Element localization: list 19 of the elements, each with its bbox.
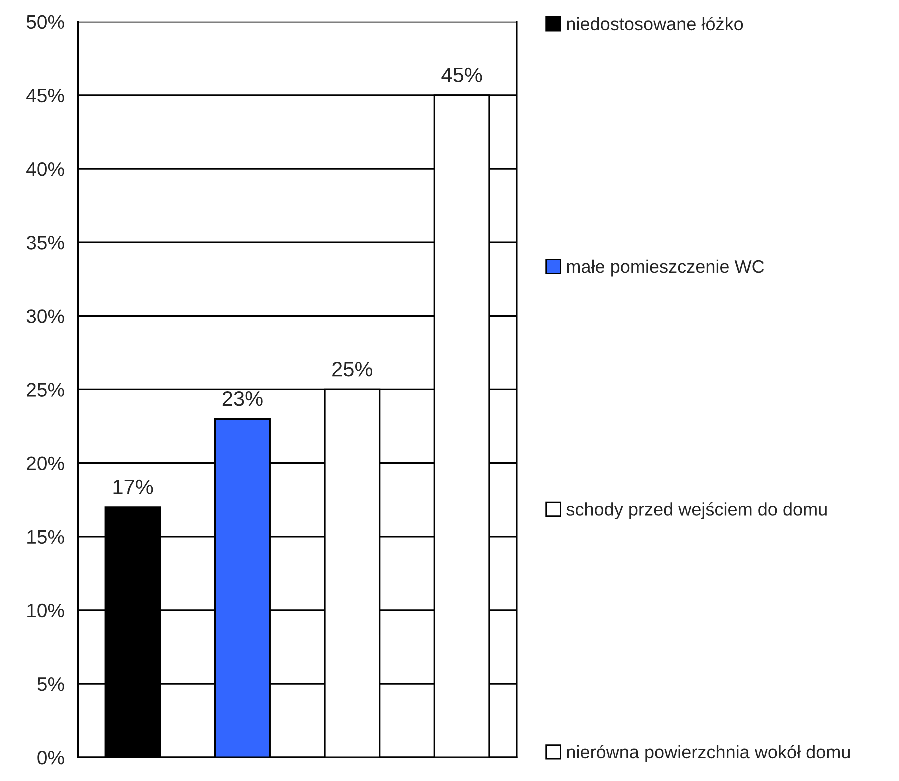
text: 45% [442, 68, 482, 82]
legend-label: niedostosowane łóżko [567, 17, 744, 31]
y-tick-label: 15% [28, 530, 64, 544]
y-tick-label: 10% [28, 604, 64, 618]
y-tick-label: 25% [27, 383, 64, 397]
y-tick-label: 50% [26, 15, 64, 30]
legend-label: nierówna powierzchnia wokół domu [567, 745, 850, 762]
legend-label: schody przed wejściem do domu [566, 502, 827, 520]
legend-label: małe pomieszczenie WC [567, 260, 764, 277]
y-tick-label: 0% [38, 751, 64, 765]
y-tick-label: 20% [27, 456, 64, 471]
y-tick-label: 35% [26, 236, 64, 250]
y-tick-label: 5% [38, 678, 64, 692]
text: 25% [332, 362, 373, 377]
y-tick-label: 40% [26, 162, 64, 176]
y-tick-label: 30% [26, 310, 64, 324]
y-tick-label: 45% [26, 88, 64, 103]
text: 23% [222, 391, 263, 406]
text: 17% [114, 480, 154, 494]
